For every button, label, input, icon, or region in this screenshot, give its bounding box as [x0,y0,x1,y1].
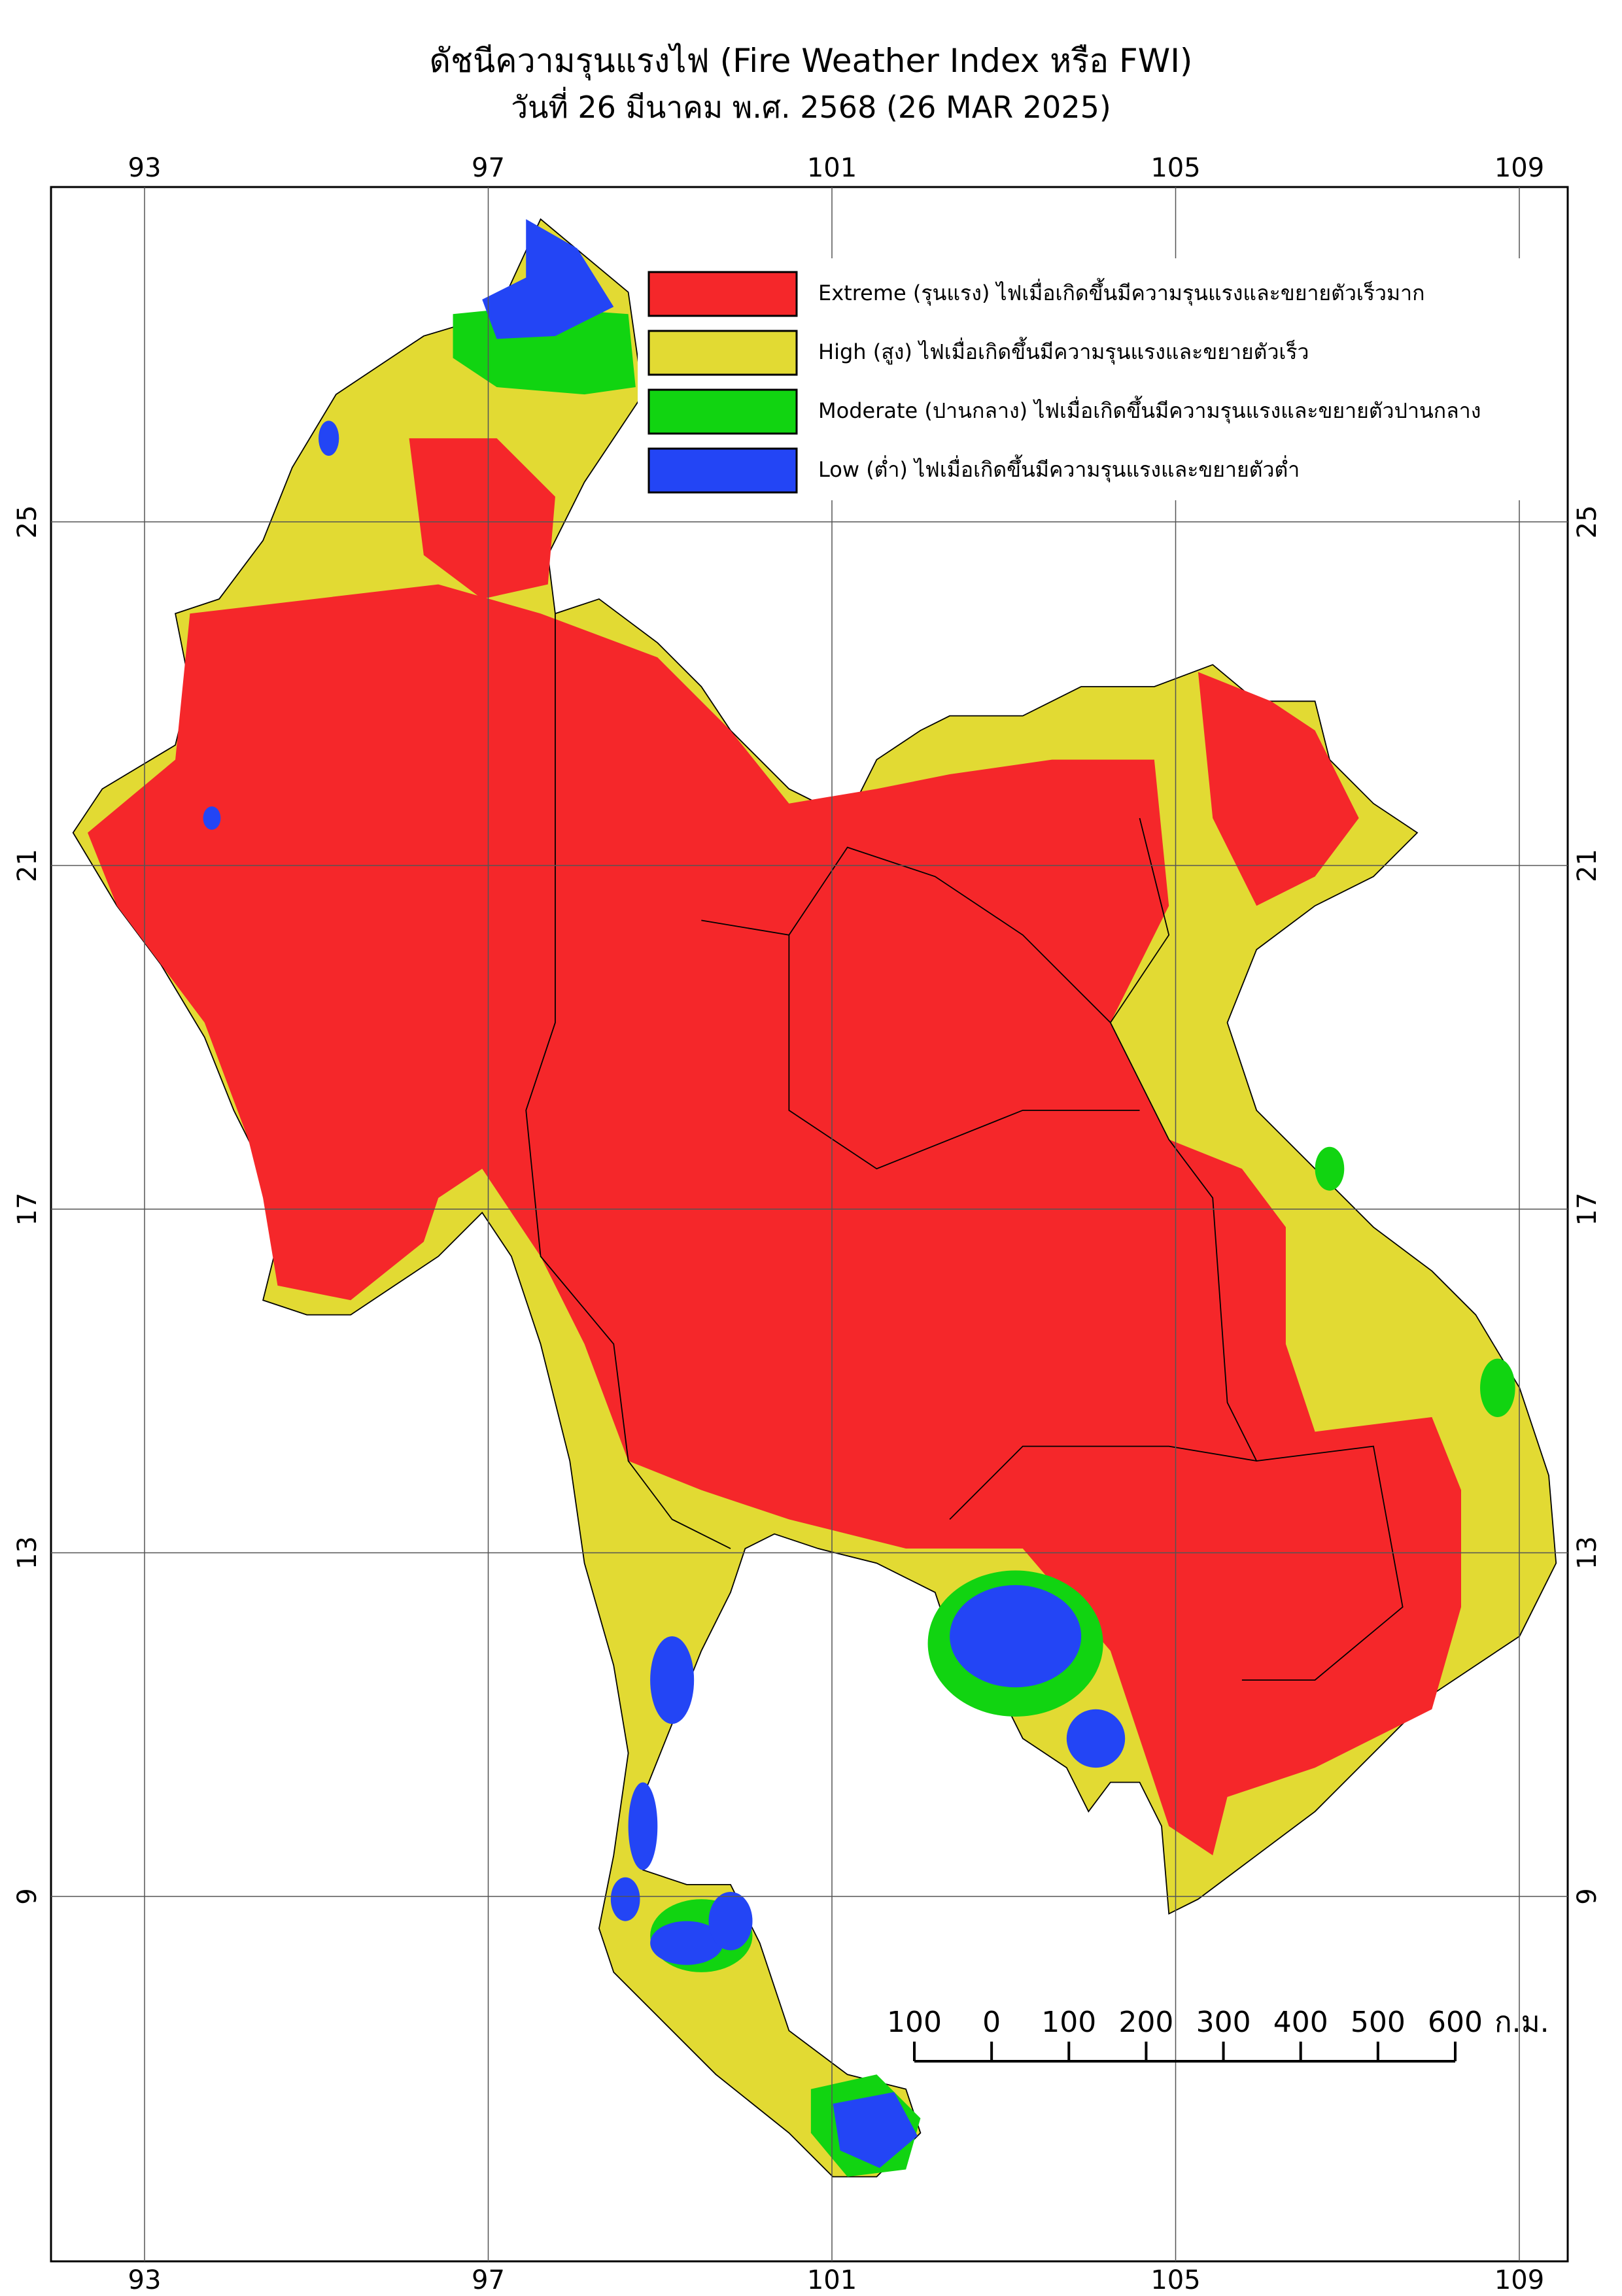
legend-label: Low (ต่ำ) ไฟเมื่อเกิดขึ้นมีความรุนแรงและ… [818,454,1300,483]
lat-tick-label: 21 [1572,849,1602,882]
lon-tick-label: 101 [807,153,857,183]
lat-tick-label: 13 [1572,1536,1602,1569]
lon-tick-label: 93 [128,153,162,183]
land-low [950,1585,1082,1688]
borders [525,613,1404,1681]
scale-bar-unit: ก.ม. [1494,2006,1549,2039]
legend-swatch [647,388,798,435]
land-extreme [409,438,555,599]
lat-tick-label: 17 [1572,1193,1602,1226]
land-low [1066,1709,1126,1768]
lon-tick-label: 105 [1150,153,1200,183]
lon-tick-label: 101 [807,2265,857,2293]
scale-bar-label: 0 [982,2006,1001,2039]
legend-swatch [647,330,798,376]
lat-tick-label: 9 [1572,1888,1602,1904]
scale-bar: 100 0 100 200 300 400 500 600 ก.ม. [887,2006,1549,2063]
lon-tick-label: 109 [1494,153,1544,183]
legend-label: High (สูง) ไฟเมื่อเกิดขึ้นมีความรุนแรงแล… [818,337,1309,365]
land-moderate [1480,1358,1515,1417]
lat-tick-label: 21 [12,849,43,882]
lon-tick-label: 97 [472,2265,505,2293]
land-extreme [88,584,1461,1856]
legend-swatch [647,447,798,494]
scale-bar-label: 200 [1118,2006,1173,2039]
scale-bar-label: 400 [1273,2006,1328,2039]
lon-tick-label: 109 [1494,2265,1544,2293]
land-low [610,1877,640,1921]
legend: Extreme (รุนแรง) ไฟเมื่อเกิดขึ้นมีความรุ… [638,258,1566,500]
scale-bar-label: 300 [1196,2006,1251,2039]
land-moderate [1315,1146,1345,1191]
land-low [203,806,221,830]
scale-bar-label: 100 [1041,2006,1096,2039]
lat-tick-label: 25 [1572,505,1602,539]
legend-label: Extreme (รุนแรง) ไฟเมื่อเกิดขึ้นมีความรุ… [818,278,1424,306]
scale-bar-label: 600 [1428,2006,1483,2039]
scale-bar-label: 100 [887,2006,942,2039]
land-extreme [1198,672,1359,906]
legend-label: Moderate (ปานกลาง) ไฟเมื่อเกิดขึ้นมีความ… [818,396,1481,424]
map-subtitle: วันที่ 26 มีนาคม พ.ศ. 2568 (26 MAR 2025) [511,86,1111,125]
land-low [708,1892,753,1951]
land-low [650,1636,695,1724]
lon-tick-label: 93 [128,2265,162,2293]
land-low [628,1782,658,1870]
land-low [319,420,339,456]
land-low [650,1921,723,1965]
lon-tick-label: 105 [1150,2265,1200,2293]
land-low [833,2092,918,2168]
lon-tick-label: 97 [472,153,505,183]
lat-tick-label: 25 [12,505,43,539]
legend-swatch [647,271,798,317]
scale-bar-label: 500 [1351,2006,1406,2039]
graticule: 93 93 97 97 101 101 105 105 109 109 25 25 21 21 17 17 13… [12,153,1602,2295]
lat-tick-label: 9 [12,1888,43,1904]
map-title: ดัชนีความรุนแรงไฟ (Fire Weather Index หร… [430,42,1193,80]
lat-tick-label: 17 [12,1193,43,1226]
lat-tick-label: 13 [12,1536,43,1569]
map-frame [50,186,1569,2263]
map-area [72,218,1557,2178]
land-low [482,219,614,339]
